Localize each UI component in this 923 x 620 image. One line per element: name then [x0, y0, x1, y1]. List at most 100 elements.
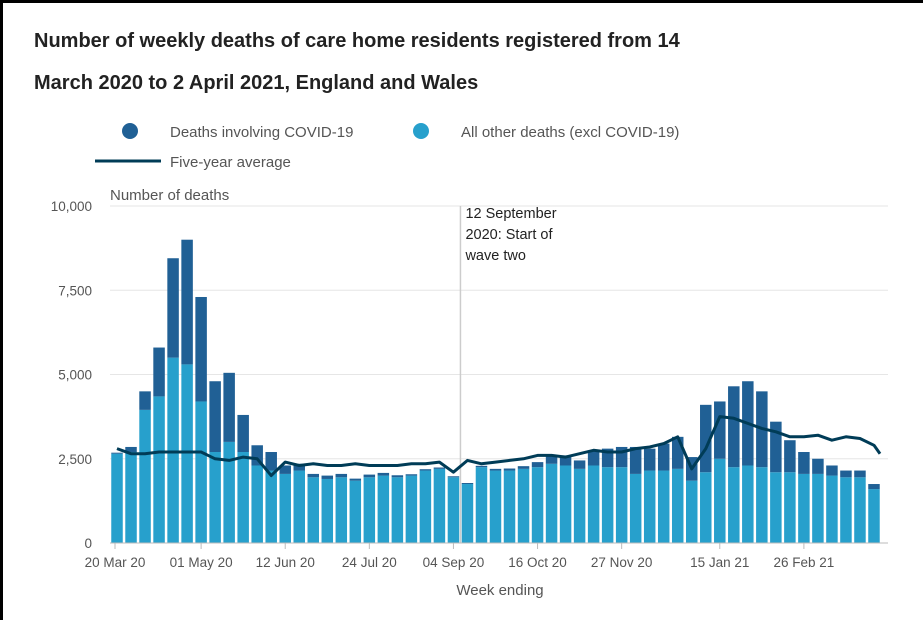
bar-other-deaths: [784, 472, 796, 543]
bar-covid-deaths: [433, 467, 446, 469]
bar-other-deaths: [111, 453, 123, 543]
bar-covid-deaths: [559, 455, 572, 466]
bar-covid-deaths: [587, 450, 600, 466]
bar-other-deaths: [643, 470, 656, 543]
bar-other-deaths: [756, 467, 768, 543]
x-tick-label: 20 Mar 20: [85, 555, 146, 570]
axes: 20 Mar 20 01 May 20 12 Jun 20 24 Jul 20 04 S…: [85, 542, 888, 570]
bar-covid-deaths: [840, 470, 852, 478]
bar-covid-deaths: [629, 446, 642, 474]
bar-other-deaths: [125, 452, 137, 543]
bar-covid-deaths: [307, 473, 320, 478]
annotation-text: 2020: Start of: [465, 227, 553, 243]
bar-other-deaths: [517, 468, 530, 543]
bar-covid-deaths: [826, 465, 838, 476]
bar-other-deaths: [868, 489, 880, 543]
bar-covid-deaths: [293, 463, 305, 471]
bar-other-deaths: [489, 470, 502, 543]
annotation: 12 September 2020: Start of wave two: [459, 206, 557, 543]
bar-other-deaths: [587, 465, 600, 543]
bar-other-deaths: [770, 472, 782, 543]
bar-covid-deaths: [279, 465, 291, 474]
x-axis-title: Week ending: [456, 582, 543, 599]
bar-covid-deaths: [461, 483, 474, 485]
bar-other-deaths: [321, 478, 334, 543]
bar-other-deaths: [742, 465, 754, 543]
bar-other-deaths: [728, 467, 740, 543]
bar-covid-deaths: [657, 443, 670, 471]
bar-covid-deaths: [812, 458, 824, 474]
bar-covid-deaths: [167, 258, 179, 358]
x-tick-label: 01 May 20: [170, 555, 233, 570]
annotation-text: wave two: [464, 248, 525, 264]
bar-covid-deaths: [868, 484, 880, 490]
legend: Deaths involving COVID-19 All other deat…: [95, 123, 679, 171]
bar-other-deaths: [714, 458, 726, 543]
bar-covid-deaths: [503, 468, 516, 471]
bar-other-deaths: [433, 468, 446, 543]
legend-covid-label: Deaths involving COVID-19: [170, 124, 353, 141]
bar-covid-deaths: [237, 414, 249, 453]
bar-covid-deaths: [321, 475, 334, 479]
x-tick-label: 04 Sep 20: [423, 555, 485, 570]
bar-covid-deaths: [545, 455, 558, 464]
bar-other-deaths: [223, 441, 235, 543]
bar-covid-deaths: [700, 404, 712, 473]
bar-covid-deaths: [125, 446, 137, 453]
bar-other-deaths: [657, 470, 670, 543]
bar-other-deaths: [840, 477, 852, 543]
bar-covid-deaths: [335, 473, 348, 478]
bar-other-deaths: [405, 475, 418, 543]
bar-other-deaths: [363, 477, 376, 543]
bar-covid-deaths: [405, 474, 418, 476]
x-tick-label: 26 Feb 21: [773, 555, 834, 570]
bar-other-deaths: [167, 357, 179, 543]
five-year-average-line: [116, 415, 882, 478]
bar-covid-deaths: [517, 466, 530, 469]
y-tick-label: 0: [84, 536, 92, 551]
legend-average-label: Five-year average: [170, 154, 291, 171]
bar-other-deaths: [601, 467, 614, 543]
bar-other-deaths: [181, 364, 193, 543]
bar-other-deaths: [251, 465, 263, 543]
bar-covid-deaths: [209, 381, 221, 453]
bar-covid-deaths: [770, 421, 782, 473]
bar-other-deaths: [237, 452, 249, 543]
bar-other-deaths: [503, 470, 516, 543]
bar-other-deaths: [826, 475, 838, 543]
bar-covid-deaths: [265, 452, 277, 471]
bar-other-deaths: [629, 473, 642, 543]
bar-other-deaths: [573, 468, 586, 543]
bar-covid-deaths: [195, 296, 207, 402]
bar-covid-deaths: [601, 448, 614, 468]
legend-other-label: All other deaths (excl COVID-19): [461, 124, 679, 141]
bar-other-deaths: [812, 473, 824, 543]
bar-covid-deaths: [854, 470, 866, 478]
bar-other-deaths: [139, 409, 151, 543]
bar-covid-deaths: [111, 452, 123, 454]
bar-covid-deaths: [447, 476, 460, 478]
bar-covid-deaths: [798, 452, 810, 474]
bar-covid-deaths: [475, 465, 488, 468]
bar-other-deaths: [461, 484, 474, 543]
bar-covid-deaths: [531, 462, 544, 468]
bar-covid-deaths: [251, 445, 263, 466]
y-tick-label: 5,000: [58, 368, 92, 383]
annotation-text: 12 September: [465, 206, 556, 222]
bar-other-deaths: [615, 467, 628, 543]
bar-other-deaths: [349, 480, 362, 543]
bar-covid-deaths: [784, 440, 796, 473]
x-tick-label: 27 Nov 20: [591, 555, 653, 570]
bar-other-deaths: [153, 396, 165, 543]
legend-covid-swatch: [122, 123, 138, 139]
bar-covid-deaths: [363, 474, 376, 478]
bar-covid-deaths: [181, 239, 193, 365]
y-tick-label: 10,000: [51, 199, 92, 214]
bar-other-deaths: [279, 473, 291, 543]
bar-covid-deaths: [349, 478, 362, 481]
bar-other-deaths: [854, 477, 866, 543]
legend-other-swatch: [413, 123, 429, 139]
y-tick-label: 7,500: [58, 283, 92, 298]
bar-covid-deaths: [671, 436, 684, 469]
bar-other-deaths: [335, 477, 348, 543]
